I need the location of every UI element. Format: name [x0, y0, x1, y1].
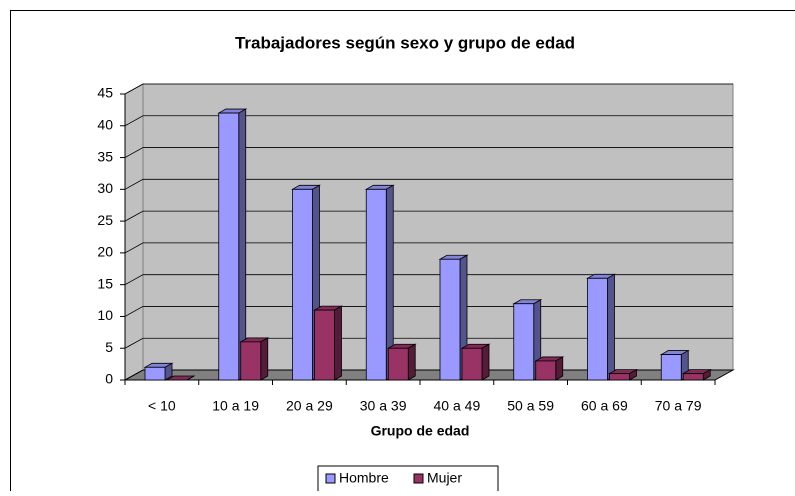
- legend-label: Mujer: [427, 470, 462, 486]
- bar: [241, 342, 261, 380]
- x-tick-label: 40 a 49: [434, 398, 481, 414]
- bar: [440, 259, 460, 380]
- legend-label: Hombre: [339, 470, 389, 486]
- bar: [366, 189, 386, 380]
- x-tick-label: < 10: [148, 398, 176, 414]
- y-tick-label: 35: [97, 148, 113, 164]
- bar-side: [408, 344, 415, 380]
- x-tick-label: 60 a 69: [581, 398, 628, 414]
- y-tick-label: 20: [97, 244, 113, 260]
- x-tick-label: 50 a 59: [507, 398, 554, 414]
- x-tick-label: 10 a 19: [212, 398, 259, 414]
- y-tick-label: 45: [97, 85, 113, 101]
- x-tick-label: 70 a 79: [655, 398, 702, 414]
- bar-side: [261, 338, 268, 380]
- bar-side: [482, 344, 489, 380]
- legend-swatch: [414, 474, 423, 483]
- floor: [125, 370, 733, 380]
- bar: [661, 355, 681, 380]
- x-tick-label: 20 a 29: [286, 398, 333, 414]
- y-tick-label: 30: [97, 180, 113, 196]
- y-tick-label: 10: [97, 307, 113, 323]
- bar: [610, 374, 630, 380]
- bar: [462, 348, 482, 380]
- bar: [315, 310, 335, 380]
- side-wall: [125, 84, 143, 380]
- y-tick-label: 25: [97, 212, 113, 228]
- y-tick-label: 5: [105, 339, 113, 355]
- x-axis-label: Grupo de edad: [371, 423, 470, 439]
- chart-title: Trabajadores según sexo y grupo de edad: [235, 33, 575, 52]
- bar: [293, 189, 313, 380]
- bar: [219, 113, 239, 380]
- bar-side: [608, 274, 615, 380]
- bar: [514, 304, 534, 380]
- bar-side: [335, 306, 342, 380]
- x-tick-label: 30 a 39: [360, 398, 407, 414]
- y-tick-label: 15: [97, 275, 113, 291]
- y-tick-label: 40: [97, 116, 113, 132]
- bar: [683, 374, 703, 380]
- y-tick-label: 0: [105, 371, 113, 387]
- bar: [388, 348, 408, 380]
- bar: [536, 361, 556, 380]
- bar: [145, 367, 165, 380]
- bar: [588, 278, 608, 380]
- legend-swatch: [326, 474, 335, 483]
- bar-side: [556, 357, 563, 380]
